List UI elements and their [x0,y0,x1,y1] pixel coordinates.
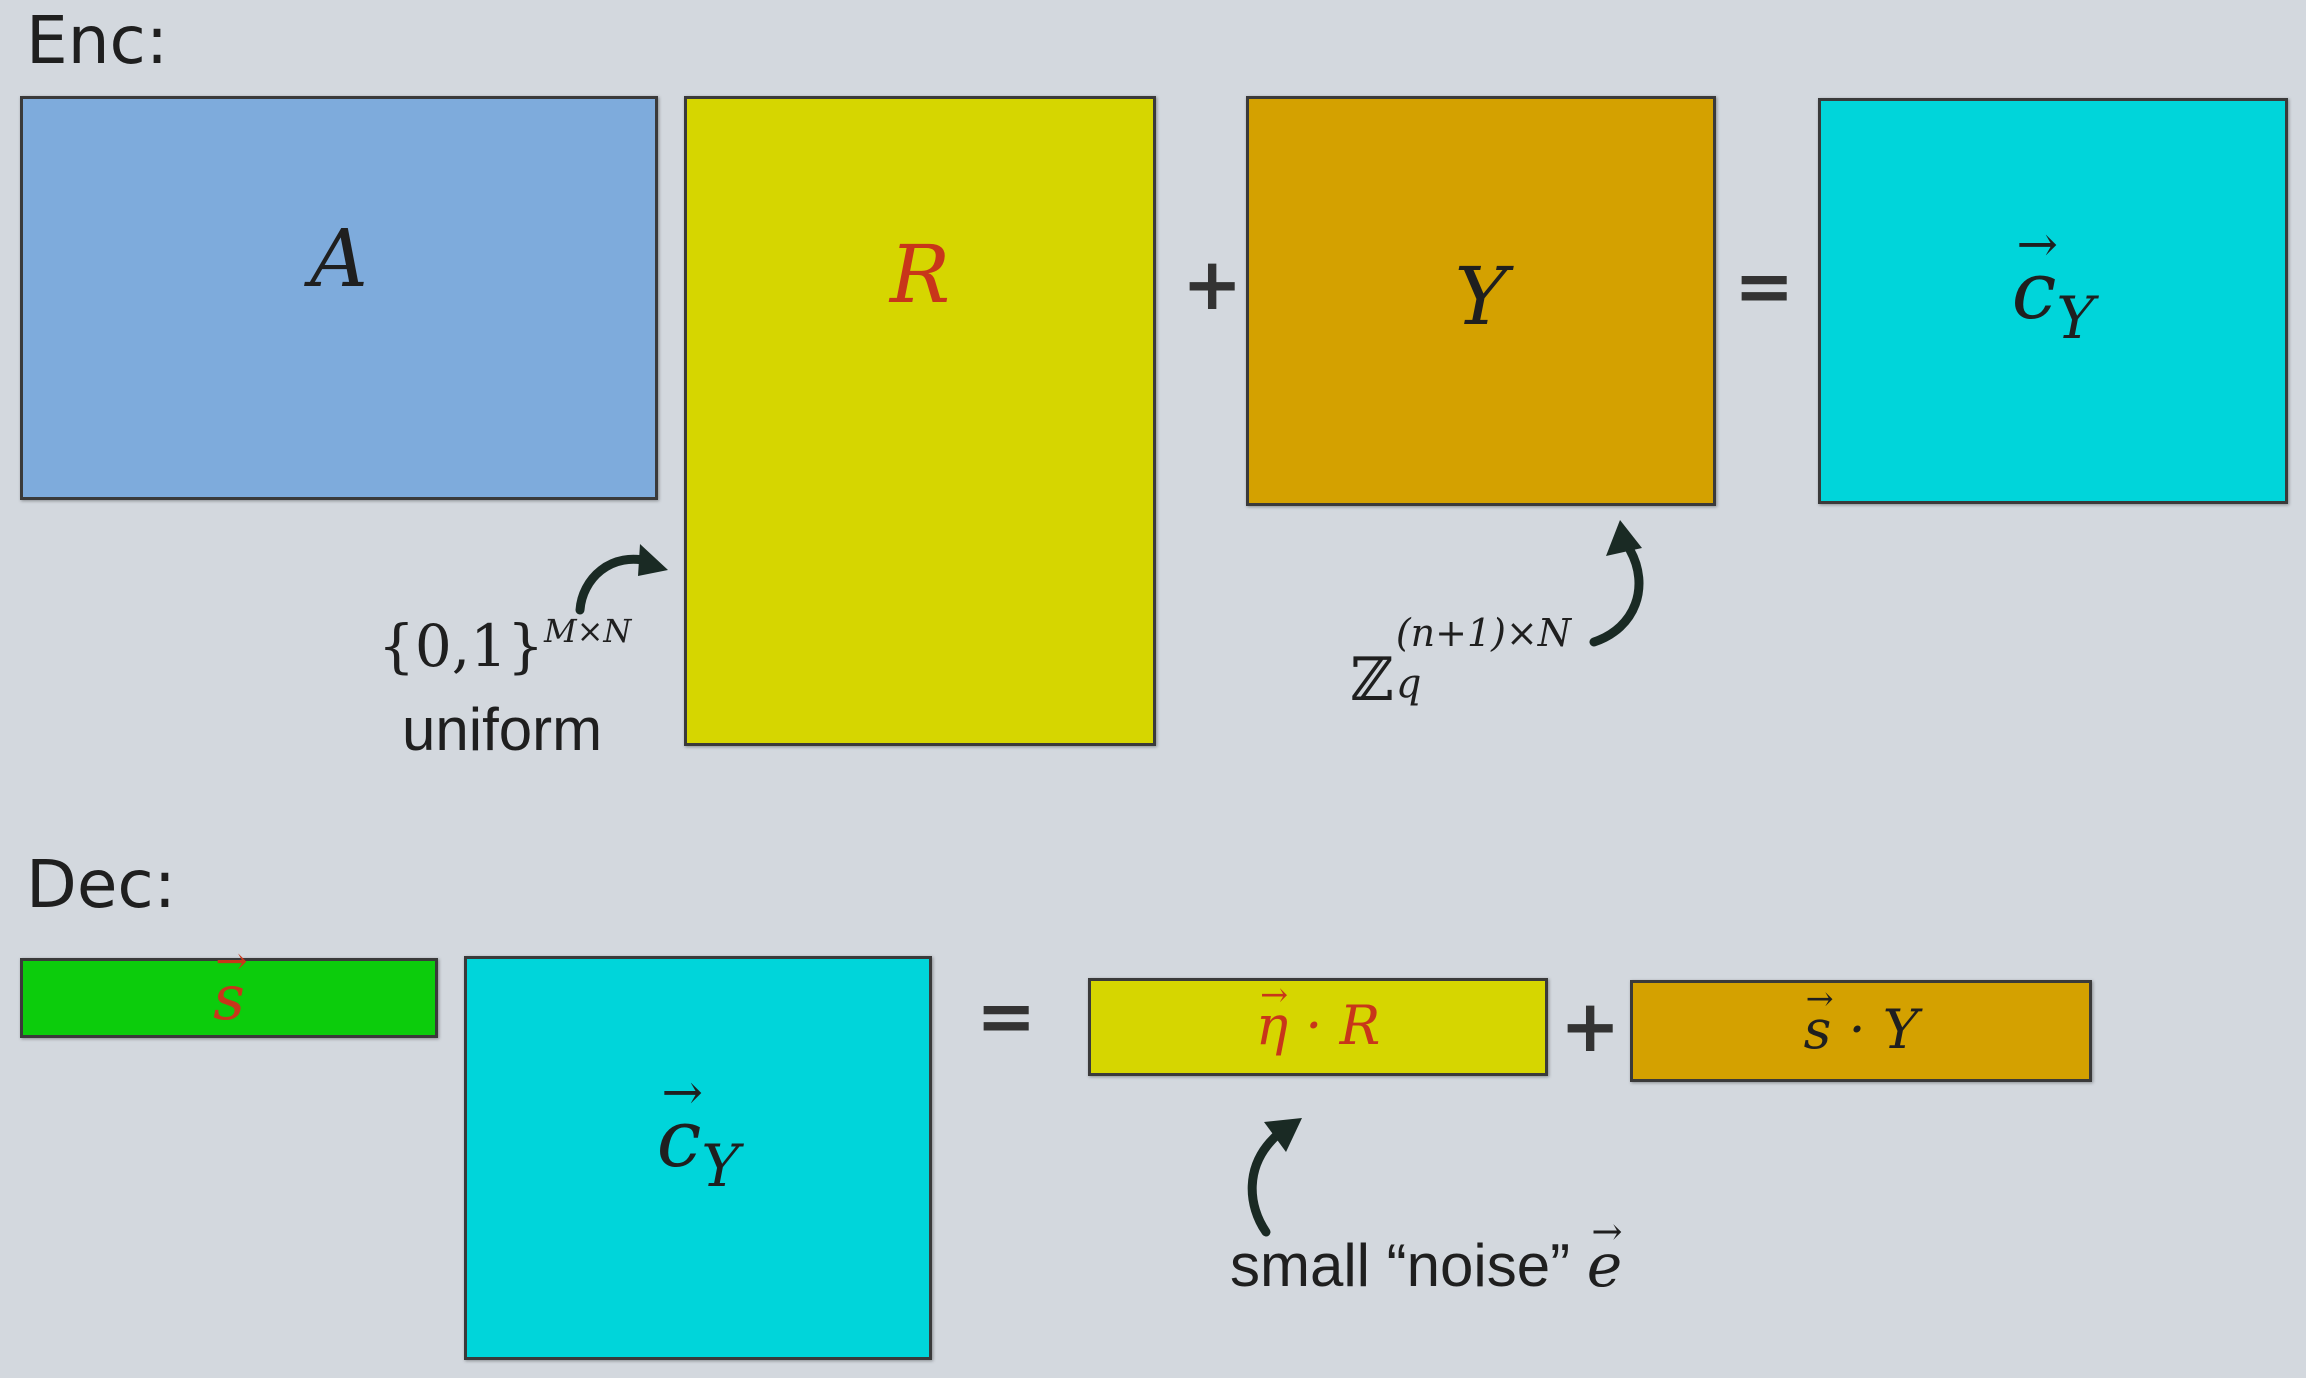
eta-r-label: η · R [1091,999,1545,1053]
r-annotation-arrow-icon [575,544,668,615]
matrix-a-label: A [310,212,368,305]
s-vector: s [1804,1003,1832,1057]
y-domain-label: ℤ (n+1)×N q [1350,614,1594,710]
r-domain-exponent: M×N [544,612,632,650]
secret-vector-box: s [20,958,438,1038]
matrix-y-label: Y [1454,250,1508,343]
noise-annotation-arrow-icon [1247,1118,1302,1237]
dec-equals-sign: = [976,974,1037,1058]
dec-plus-sign: + [1560,984,1621,1068]
dec-cipher-vector: c [657,1099,702,1179]
noise-vector: e [1587,1236,1623,1296]
eta-vector: η [1256,999,1288,1053]
dec-title: Dec: [26,846,176,923]
enc-cipher-subscript: Y [2056,285,2095,353]
enc-cipher-box: cY [1818,98,2288,504]
r-domain-label: {0,1}M×N [378,615,631,675]
dec-cipher-label: cY [467,1099,929,1196]
eta-operator: · R [1288,994,1381,1057]
y-annotation-arrow-icon [1589,520,1644,647]
s-operator: · Y [1831,998,1919,1061]
dec-cipher-subscript: Y [701,1133,740,1201]
matrix-r-label: R [889,228,951,321]
eta-r-box: η · R [1088,978,1548,1076]
s-y-box: s · Y [1630,980,2092,1082]
r-domain-set: {0,1} [378,611,545,680]
s-y-label: s · Y [1633,1003,2089,1057]
noise-label: small “noise” e [1230,1236,1623,1297]
y-domain-base: ℤ [1350,645,1394,715]
enc-equals-sign: = [1734,244,1795,328]
matrix-a-box: A [20,96,658,500]
enc-cipher-label: cY [1821,251,2285,348]
matrix-r-box: R [684,96,1156,746]
dec-cipher-box: cY [464,956,932,1360]
y-domain-subscript: q [1395,661,1422,707]
enc-title: Enc: [26,2,169,79]
enc-plus-sign: + [1182,242,1243,326]
matrix-y-box: Y [1246,96,1716,506]
enc-cipher-vector: c [2012,251,2057,331]
r-domain-note: uniform [402,696,603,763]
y-domain-exponent: (n+1)×N [1395,611,1572,655]
secret-vector-label: s [23,967,435,1029]
